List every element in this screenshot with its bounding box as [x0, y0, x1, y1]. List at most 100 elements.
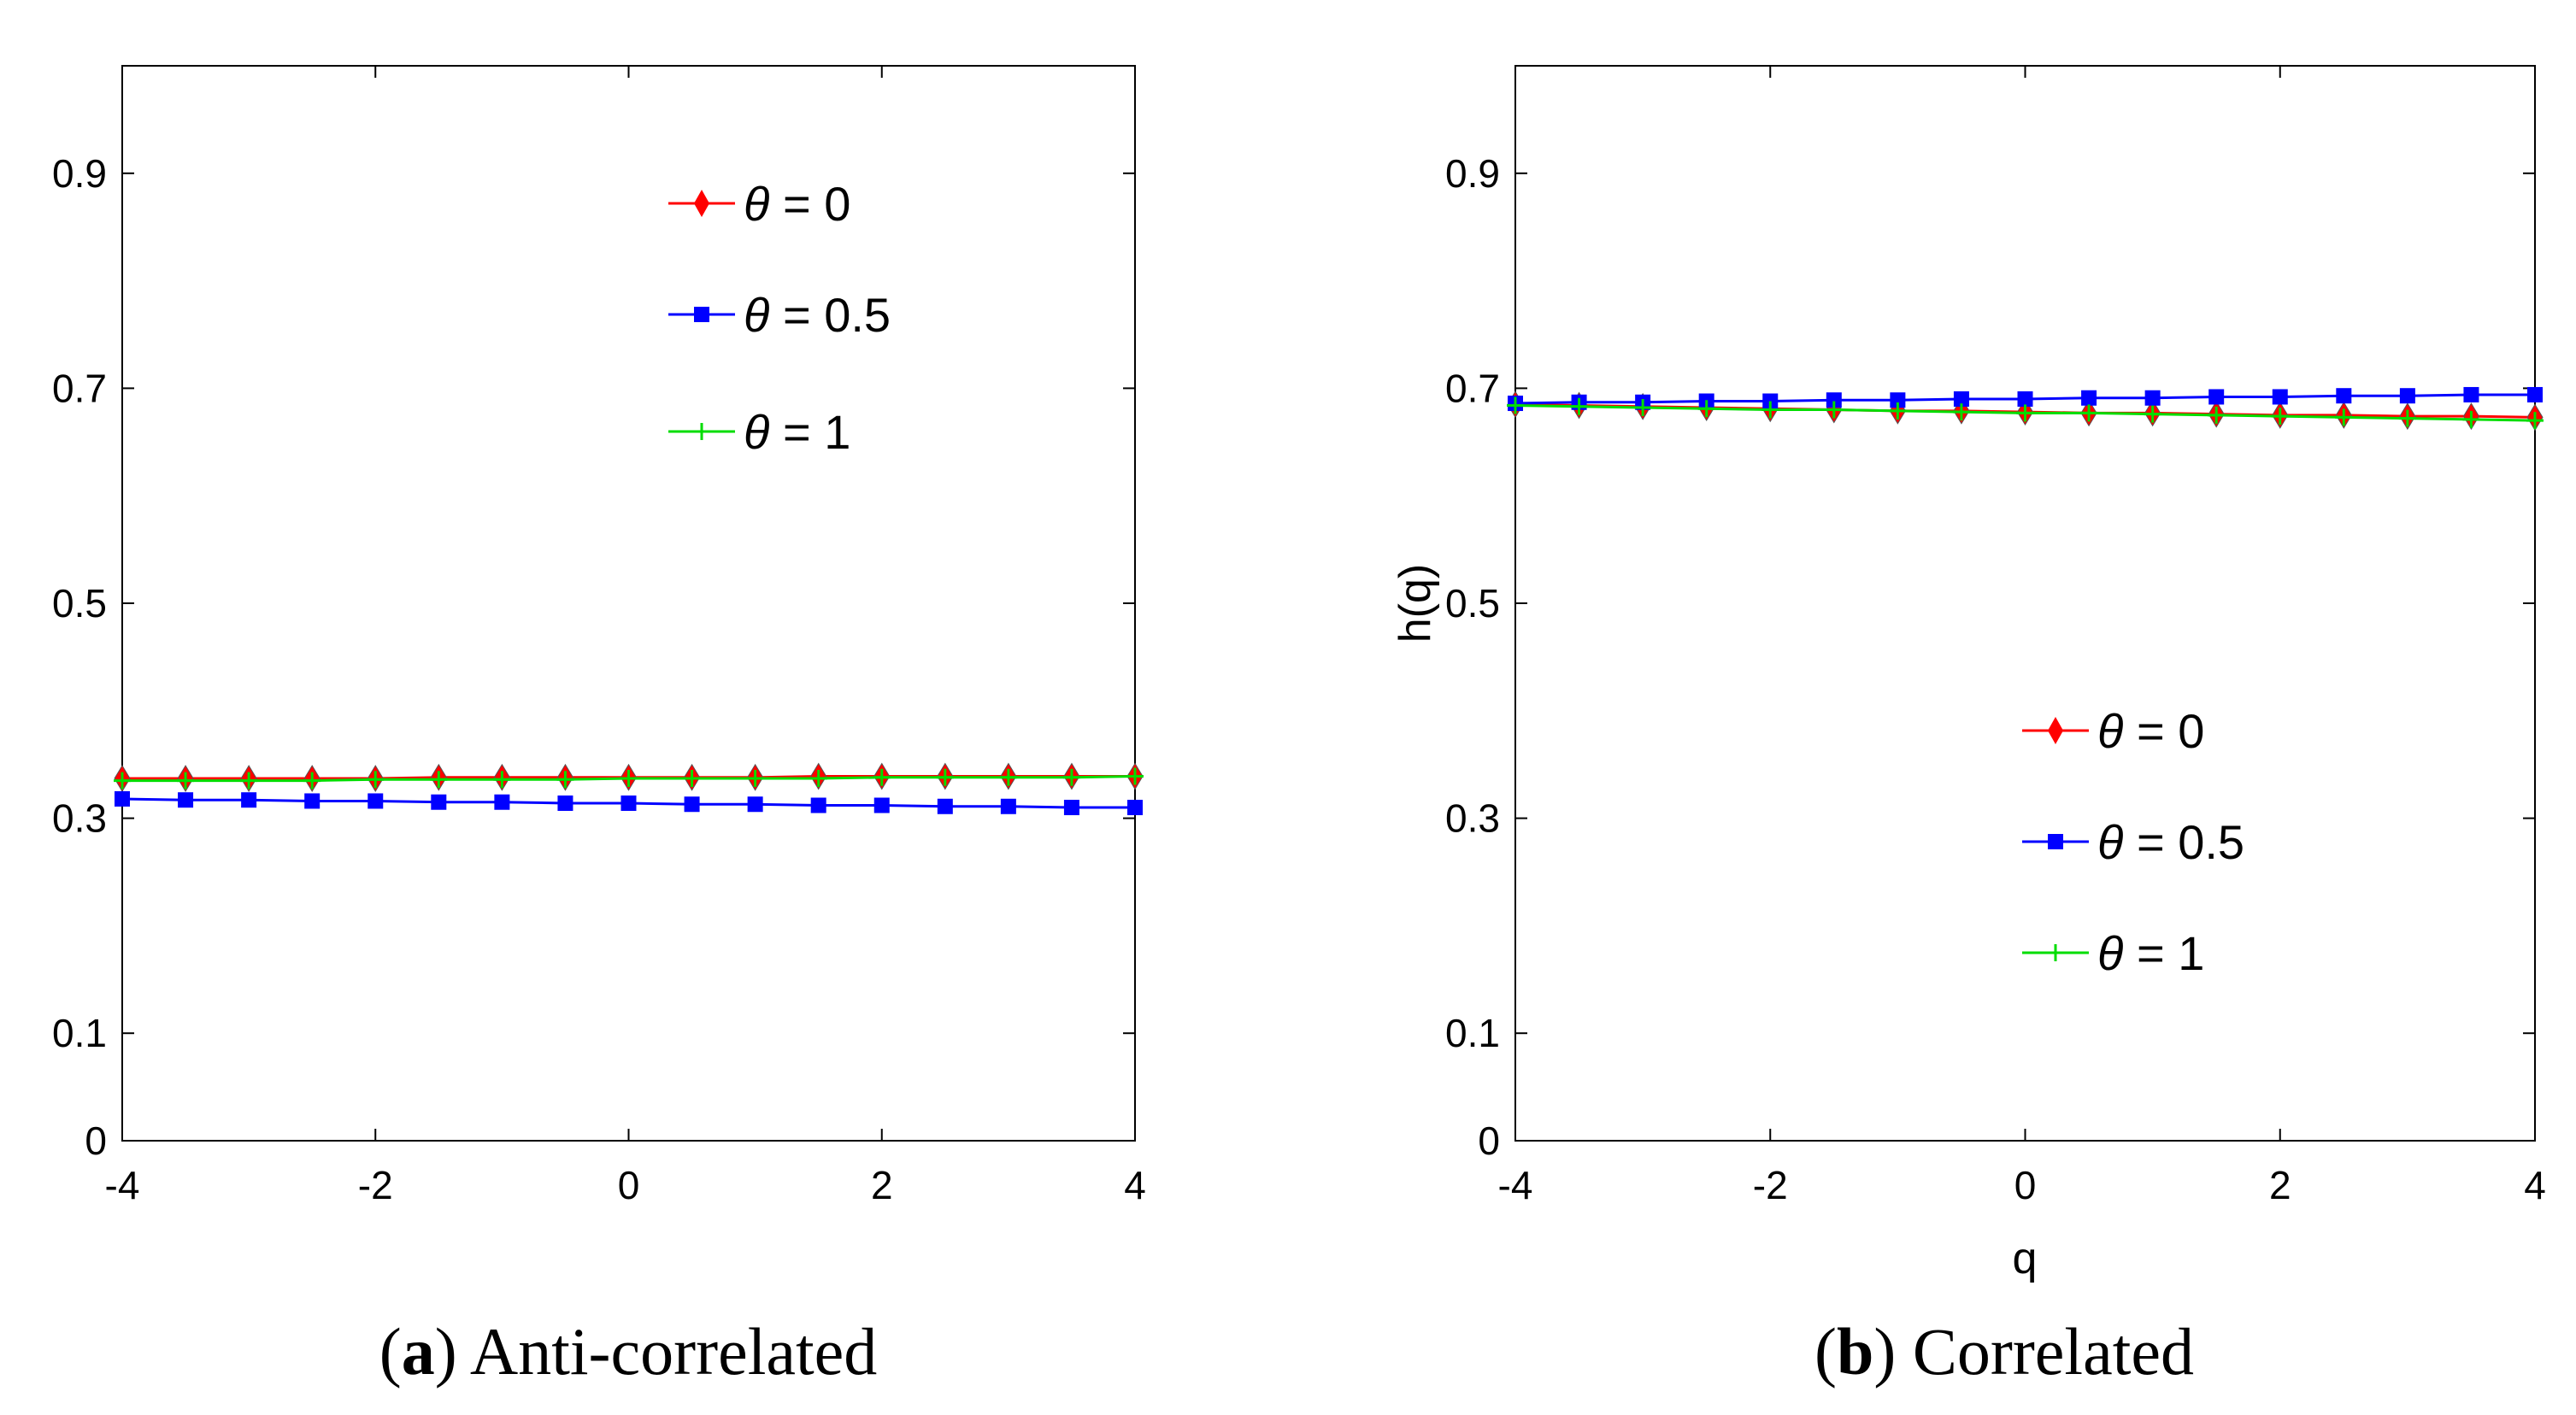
panel-b-series-theta-0-5-point	[2336, 388, 2352, 404]
panel-a-series-theta-1-point	[809, 770, 827, 788]
panel-b-x-tick-label: -2	[1753, 1163, 1788, 1207]
panel-b-legend-marker-theta-0-5	[2048, 834, 2063, 849]
panel-b: -4 -2 0 2 4 0 0.1 0.3 0.5 0.7 0.9 q h(q) θ = 0 θ =…	[1391, 65, 2546, 1389]
panel-a-y-tick-label: 0.1	[52, 1011, 107, 1055]
panel-a-series-theta-0-5-point	[747, 796, 763, 813]
panel-b-series-theta-1-point	[1634, 399, 1652, 417]
panel-a-series-theta-1-point	[1126, 767, 1144, 785]
panel-b-series-theta-0-5-point	[2463, 386, 2479, 402]
panel-b-series-theta-0-5-point	[2017, 390, 2033, 407]
panel-a-legend-marker-theta-0	[694, 190, 709, 217]
panel-b-y-axis-label: h(q)	[1391, 564, 1440, 643]
panel-a-x-tick-label: -4	[105, 1163, 140, 1207]
panel-a-series-theta-0-5-point	[304, 793, 321, 809]
panel-a-x-tick-label: 2	[871, 1163, 893, 1207]
panel-b-series-theta-0-5-point	[2399, 388, 2415, 404]
panel-b-legend-entry-theta-1: θ = 1	[2022, 926, 2204, 980]
panel-a-y-tick-label: 0.7	[52, 366, 107, 410]
panel-a-legend-marker-theta-0-5	[694, 307, 709, 322]
panel-b-series-theta-0-5-point	[2272, 389, 2288, 405]
panel-b-caption: (b) Correlated	[1814, 1314, 2194, 1389]
panel-a-grid-ticks: -4 -2 0 2 4 0 0.1 0.3 0.5 0.7 0.9	[52, 66, 1146, 1207]
panel-a-legend-marker-theta-1	[693, 423, 710, 440]
panel-a-series-theta-1-point	[936, 768, 954, 786]
panel-b-series-theta-0-5-point	[2081, 390, 2097, 406]
panel-a-series-theta-1-point	[873, 768, 891, 786]
panel-a-series-theta-0-5-point	[937, 798, 953, 814]
panel-a-series-theta-0-5-point	[178, 792, 194, 808]
panel-b-series-theta-1-point	[2335, 408, 2353, 426]
panel-b-series-theta-1-point	[1570, 397, 1588, 415]
panel-a-series-theta-1-point	[556, 771, 574, 789]
panel-b-series-theta-1-point	[2398, 409, 2416, 427]
panel-a-y-tick-label: 0.5	[52, 581, 107, 625]
panel-b-legend-label-theta-0: θ = 0	[2097, 704, 2204, 758]
panel-b-series-theta-0-5-point	[1953, 390, 1969, 407]
panel-a-series-theta-0-5-point	[494, 794, 510, 810]
panel-a-series-theta-1-point	[683, 770, 701, 788]
panel-a-legend-label-theta-0-5: θ = 0.5	[744, 288, 891, 342]
panel-a-series-theta-1-point	[240, 772, 258, 790]
panel-b-series-theta-0-5-point	[1890, 392, 1906, 408]
panel-b-x-tick-label: -4	[1498, 1163, 1533, 1207]
panel-b-x-tick-label: 2	[2269, 1163, 2291, 1207]
panel-b-legend: θ = 0 θ = 0.5 θ = 1	[2022, 704, 2244, 980]
panel-a-series-theta-1-point	[177, 772, 195, 790]
panel-a-series-theta-0-5-point	[1127, 800, 1143, 816]
panel-a-legend-label-theta-1: θ = 1	[744, 405, 850, 459]
panel-b-series-theta-1-point	[1507, 396, 1524, 414]
panel-b-y-tick-label: 0.1	[1445, 1011, 1500, 1055]
panel-b-legend-label-theta-1: θ = 1	[2097, 926, 2204, 980]
panel-b-series-theta-1-point	[1889, 402, 1907, 420]
panel-a-series-theta-0-5-point	[684, 796, 700, 813]
panel-b-y-tick-label: 0.9	[1445, 151, 1500, 196]
panel-a-y-tick-label: 0.9	[52, 151, 107, 196]
panel-a-series-theta-1-point	[999, 768, 1017, 786]
panel-b-series-theta-1-point	[2016, 404, 2034, 422]
panel-a-y-tick-label: 0.3	[52, 796, 107, 841]
panel-b-series-theta-0-5-point	[2208, 389, 2225, 405]
panel-b-legend-marker-theta-0	[2048, 717, 2063, 744]
panel-a-series-theta-1-point	[367, 771, 385, 789]
panel-a: -4 -2 0 2 4 0 0.1 0.3 0.5 0.7 0.9 θ = 0 θ = 0.5 θ …	[52, 65, 1146, 1389]
panel-a-series-theta-0-5-point	[368, 793, 384, 809]
panel-a-series-theta-1-point	[303, 772, 321, 790]
panel-a-series-theta-1-point	[746, 770, 764, 788]
panel-b-legend-entry-theta-0-5: θ = 0.5	[2022, 815, 2244, 869]
panel-b-y-tick-label: 0	[1478, 1118, 1500, 1163]
panel-b-series-theta-1-point	[1952, 403, 1970, 421]
panel-b-series-theta-1-point	[1761, 401, 1779, 419]
panel-b-x-axis-label: q	[2013, 1234, 2038, 1283]
panel-b-x-tick-label: 4	[2524, 1163, 2546, 1207]
panel-a-series-theta-0-5-point	[873, 797, 890, 813]
panel-a-series-layer	[114, 762, 1144, 816]
panel-a-series-theta-1-point	[1062, 768, 1080, 786]
panel-b-series-theta-1-point	[2462, 410, 2480, 428]
panel-a-series-theta-0-5-point	[115, 790, 130, 807]
panel-a-series-theta-0-5-point	[1063, 800, 1079, 816]
panel-a-legend-label-theta-0: θ = 0	[744, 177, 850, 231]
panel-a-y-tick-label: 0	[85, 1118, 107, 1163]
panel-a-caption: (a) Anti-correlated	[379, 1314, 878, 1389]
panel-a-series-theta-1-point	[493, 771, 511, 789]
panel-b-legend-marker-theta-1	[2047, 944, 2064, 961]
panel-b-series-theta-1-point	[2271, 408, 2289, 426]
panel-a-series-theta-0-5-point	[557, 795, 573, 811]
panel-a-series-theta-0-5-point	[810, 797, 826, 813]
panel-b-series-theta-1-point	[1825, 401, 1843, 419]
panel-b-series-theta-0-5-point	[2144, 390, 2161, 406]
panel-a-x-tick-label: 4	[1124, 1163, 1146, 1207]
panel-a-series-theta-1-point	[430, 771, 448, 789]
panel-b-series-theta-1-point	[2208, 406, 2226, 424]
panel-b-y-tick-label: 0.5	[1445, 581, 1500, 625]
panel-b-series-theta-1-point	[1697, 400, 1715, 418]
panel-b-grid-ticks: -4 -2 0 2 4 0 0.1 0.3 0.5 0.7 0.9	[1445, 66, 2546, 1207]
panel-b-y-tick-label: 0.7	[1445, 366, 1500, 410]
panel-a-x-tick-label: 0	[618, 1163, 640, 1207]
panel-b-series-theta-1-point	[2080, 404, 2098, 422]
panel-b-legend-entry-theta-0: θ = 0	[2022, 704, 2204, 758]
panel-b-series-theta-1-point	[2144, 405, 2161, 423]
panel-a-series-theta-1-point	[114, 772, 131, 790]
panel-a-legend-entry-theta-1: θ = 1	[668, 405, 850, 459]
